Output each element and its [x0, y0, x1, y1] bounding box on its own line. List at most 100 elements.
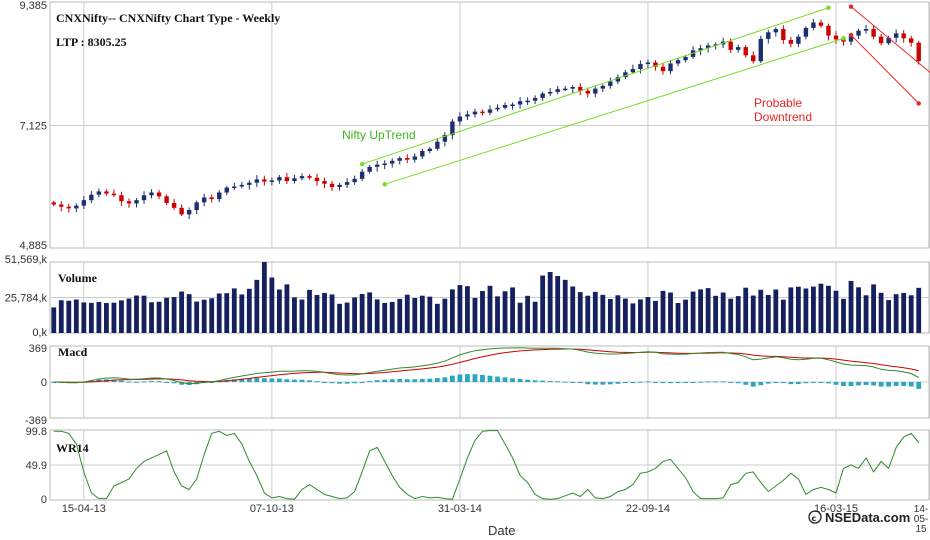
- volume-bar: [540, 275, 546, 333]
- macd-histogram-bar: [427, 378, 433, 382]
- candle-body: [442, 135, 448, 142]
- volume-bar: [487, 285, 493, 333]
- volume-bar: [765, 295, 771, 333]
- macd-histogram-bar: [209, 382, 215, 383]
- candle-body: [690, 50, 696, 57]
- volume-bar: [254, 279, 260, 333]
- volume-bar: [186, 294, 192, 333]
- price-panel: CNXNifty-- CNXNifty Chart Type - Weekly …: [51, 4, 930, 219]
- volume-bar: [532, 301, 538, 333]
- volume-bar: [803, 288, 809, 333]
- candle-body: [608, 81, 613, 86]
- candle-body: [570, 87, 575, 89]
- volume-bar: [58, 300, 64, 333]
- candle-body: [781, 29, 786, 40]
- macd-histogram-bar: [856, 382, 861, 386]
- x-tick-label: 15-04-13: [62, 503, 106, 515]
- volume-bar: [901, 292, 907, 333]
- candle-body: [510, 104, 515, 106]
- candle-body: [600, 85, 606, 89]
- volume-bar: [246, 288, 252, 333]
- macd-title: Macd: [58, 345, 88, 359]
- macd-histogram-bar: [863, 382, 869, 385]
- candle-body: [803, 27, 809, 37]
- x-tick-label: 07-10-13: [250, 503, 294, 515]
- macd-histogram-bar: [592, 382, 598, 385]
- ltp-label: LTP : 8305.25: [56, 35, 127, 49]
- svg-text:c: c: [812, 514, 817, 523]
- macd-histogram-bar: [803, 382, 809, 384]
- candle-body: [292, 178, 297, 182]
- volume-bar: [472, 298, 478, 333]
- candle-body: [164, 196, 169, 203]
- candle-body: [593, 88, 598, 94]
- macd-series: [51, 347, 922, 389]
- volume-bar: [201, 299, 207, 333]
- volume-bar: [735, 296, 741, 333]
- volume-bar: [728, 298, 734, 333]
- volume-bar: [164, 297, 169, 333]
- volume-bar: [209, 298, 215, 333]
- candle-body: [397, 158, 402, 161]
- candle-body: [111, 193, 117, 196]
- macd-histogram-bar: [660, 382, 666, 384]
- macd-histogram-bar: [818, 382, 824, 383]
- candle-body: [766, 32, 771, 39]
- volume-bar: [374, 299, 380, 333]
- candle-body: [224, 187, 229, 193]
- volume-bar: [878, 292, 884, 333]
- macd-histogram-bar: [239, 378, 245, 382]
- macd-histogram-bar: [344, 382, 350, 384]
- candle-body: [578, 87, 583, 91]
- volume-bar: [848, 280, 854, 333]
- macd-histogram-bar: [871, 382, 876, 386]
- candle-body: [615, 77, 621, 82]
- macd-histogram-bar: [449, 375, 455, 382]
- candle-body: [104, 191, 109, 194]
- candle-body: [89, 194, 94, 201]
- candle-body: [314, 177, 320, 182]
- volume-bar: [412, 298, 418, 333]
- macd-histogram-bar: [653, 381, 658, 383]
- volume-bar: [856, 287, 861, 333]
- macd-histogram-bar: [292, 379, 297, 382]
- volume-bar: [292, 297, 297, 333]
- candle-body: [307, 176, 312, 178]
- volume-bar: [359, 294, 365, 333]
- macd-y-tick: 0: [41, 377, 47, 389]
- macd-histogram-bar: [735, 382, 741, 384]
- macd-y-tick: 369: [29, 343, 47, 355]
- volume-bar: [344, 302, 350, 333]
- macd-histogram-bar: [134, 381, 139, 383]
- candle-body: [758, 38, 763, 62]
- candle-body: [284, 177, 290, 182]
- macd-histogram-bar: [645, 381, 651, 383]
- macd-histogram-bar: [179, 382, 185, 385]
- downtrend-label-line2: Downtrend: [754, 110, 812, 124]
- downtrend-lower-line-start-point: [848, 32, 854, 38]
- macd-histogram-bar: [758, 382, 764, 386]
- macd-histogram-bar: [630, 382, 636, 383]
- macd-histogram-bar: [367, 381, 373, 383]
- candle-body: [826, 25, 831, 36]
- volume-bar: [705, 288, 711, 333]
- volume-bar: [284, 284, 290, 333]
- macd-histogram-bar: [795, 382, 801, 385]
- macd-histogram-bar: [502, 377, 508, 382]
- wr14-y-tick: 99.8: [26, 426, 47, 438]
- candle-body: [149, 192, 154, 196]
- uptrend-upper-line-end-point: [826, 5, 831, 10]
- volume-bar: [841, 298, 846, 333]
- macd-histogram-bar: [397, 378, 403, 382]
- volume-bar: [826, 285, 831, 333]
- macd-histogram-bar: [442, 377, 448, 382]
- macd-histogram-bar: [743, 382, 749, 385]
- macd-histogram-bar: [638, 381, 643, 383]
- macd-histogram-bar: [600, 382, 606, 385]
- macd-histogram-bar: [487, 375, 493, 382]
- candle-body: [863, 29, 869, 31]
- chart-title: CNXNifty-- CNXNifty Chart Type - Weekly: [56, 11, 280, 25]
- macd-histogram-bar: [622, 382, 628, 384]
- volume-bar: [645, 297, 651, 333]
- macd-histogram-bar: [841, 382, 846, 386]
